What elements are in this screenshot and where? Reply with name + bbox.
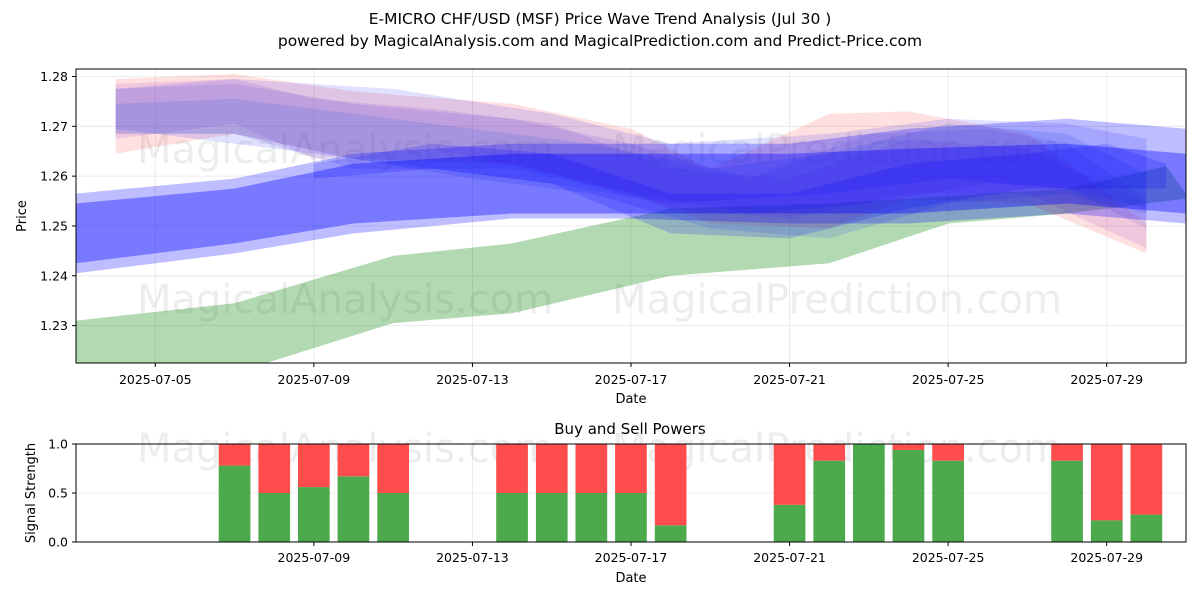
buy-power-bar [932, 460, 964, 542]
sell-power-bar [1051, 444, 1083, 461]
buy-power-bar [773, 504, 806, 542]
price-y-ticks: 1.23 1.24 1.25 1.26 1.27 1.28 [40, 69, 76, 333]
price-y-tick-label: 1.23 [40, 318, 68, 333]
chart-subtitle: powered by MagicalAnalysis.com and Magic… [277, 32, 923, 50]
buy-power-bar [1090, 520, 1123, 542]
price-y-tick-label: 1.25 [40, 218, 68, 233]
buy-power-bar [377, 493, 409, 542]
watermark-analysis-2: MagicalAnalysis.com [137, 277, 553, 323]
sell-power-bar [377, 444, 409, 493]
watermark-analysis-1: MagicalAnalysis.com [137, 127, 553, 173]
price-watermarks: MagicalAnalysis.com MagicalPrediction.co… [137, 127, 1062, 323]
price-x-tick-label: 2025-07-29 [1070, 372, 1143, 387]
price-x-axis-label: Date [615, 392, 646, 407]
buy-power-bar [258, 493, 291, 542]
sell-power-bar [496, 444, 528, 493]
buy-power-bar [575, 493, 608, 542]
sell-power-bar [773, 444, 806, 505]
sell-power-bar [1090, 444, 1123, 521]
price-x-tick-label: 2025-07-05 [119, 372, 192, 387]
watermark-prediction-1: MagicalPrediction.com [612, 127, 1062, 173]
buy-power-bar [892, 449, 925, 542]
sell-power-bar [1130, 444, 1163, 515]
sell-power-bar [337, 444, 370, 477]
price-x-ticks: 2025-07-05 2025-07-09 2025-07-13 2025-07-17… [119, 363, 1143, 387]
price-gridlines [76, 69, 1186, 363]
buy-power-bar [1051, 460, 1083, 542]
signal-y-axis-label: Signal Strength [24, 443, 39, 543]
price-wave-band [76, 143, 1186, 264]
signal-bars [218, 444, 1163, 542]
signal-y-tick-label: 1.0 [48, 437, 68, 452]
title-block: E-MICRO CHF/USD (MSF) Price Wave Trend A… [0, 8, 1200, 52]
buy-power-bar [813, 460, 846, 542]
price-wave-band [115, 79, 1147, 249]
sell-power-bar [258, 444, 291, 493]
buy-power-bar [1130, 514, 1163, 542]
price-bands [76, 74, 1186, 363]
sell-power-bar [654, 444, 687, 526]
sell-power-bar [615, 444, 647, 493]
price-x-tick-label: 2025-07-13 [436, 372, 509, 387]
price-wave-band [115, 98, 1147, 239]
buy-power-bar [853, 444, 885, 542]
price-y-axis-label: Price [15, 200, 30, 232]
buy-power-bar [535, 493, 568, 542]
signal-x-tick-label: 2025-07-13 [436, 550, 509, 565]
signal-x-tick-label: 2025-07-17 [595, 550, 668, 565]
price-y-tick-label: 1.26 [40, 169, 68, 184]
chart-title: E-MICRO CHF/USD (MSF) Price Wave Trend A… [368, 10, 832, 28]
signal-y-tick-label: 0.5 [48, 486, 68, 501]
signal-panel-title: Buy and Sell Powers [554, 420, 706, 438]
price-wave-band [313, 143, 1167, 239]
price-wave-band [115, 83, 1147, 229]
watermark-prediction-2: MagicalPrediction.com [612, 277, 1062, 323]
buy-power-bar [298, 487, 330, 542]
price-x-tick-label: 2025-07-17 [595, 372, 668, 387]
price-wave-band [76, 118, 1186, 274]
buy-power-bar [218, 465, 251, 542]
price-panel: MagicalAnalysis.com MagicalPrediction.co… [15, 68, 1187, 407]
signal-x-tick-label: 2025-07-09 [278, 550, 351, 565]
price-y-tick-label: 1.27 [40, 119, 68, 134]
sell-power-bar [298, 444, 330, 488]
signal-x-tick-label: 2025-07-25 [912, 550, 985, 565]
sell-power-bar [932, 444, 964, 461]
price-y-tick-label: 1.28 [40, 69, 68, 84]
signal-y-ticks: 0.0 0.5 1.0 [48, 437, 76, 550]
signal-x-tick-label: 2025-07-29 [1070, 550, 1143, 565]
sell-power-bar [535, 444, 568, 493]
price-wave-band [115, 74, 1147, 254]
buy-power-bar [496, 493, 528, 542]
sell-power-bar [892, 444, 925, 450]
price-wave-band [76, 166, 1186, 363]
price-y-tick-label: 1.24 [40, 268, 68, 283]
sell-power-bar [218, 444, 251, 466]
price-x-tick-label: 2025-07-25 [912, 372, 985, 387]
price-wave-band [115, 79, 1147, 209]
price-x-tick-label: 2025-07-09 [278, 372, 351, 387]
price-x-tick-label: 2025-07-21 [753, 372, 826, 387]
sell-power-bar [575, 444, 608, 493]
signal-panel: Buy and Sell Powers MagicalAnalysis.com … [24, 420, 1187, 586]
sell-power-bar [813, 444, 846, 461]
signal-x-ticks: 2025-07-09 2025-07-13 2025-07-17 2025-07-21… [278, 542, 1143, 565]
signal-x-tick-label: 2025-07-21 [753, 550, 826, 565]
signal-x-axis-label: Date [615, 571, 646, 586]
buy-power-bar [337, 476, 370, 542]
buy-power-bar [654, 525, 687, 542]
signal-y-tick-label: 0.0 [48, 535, 68, 550]
buy-power-bar [615, 493, 647, 542]
